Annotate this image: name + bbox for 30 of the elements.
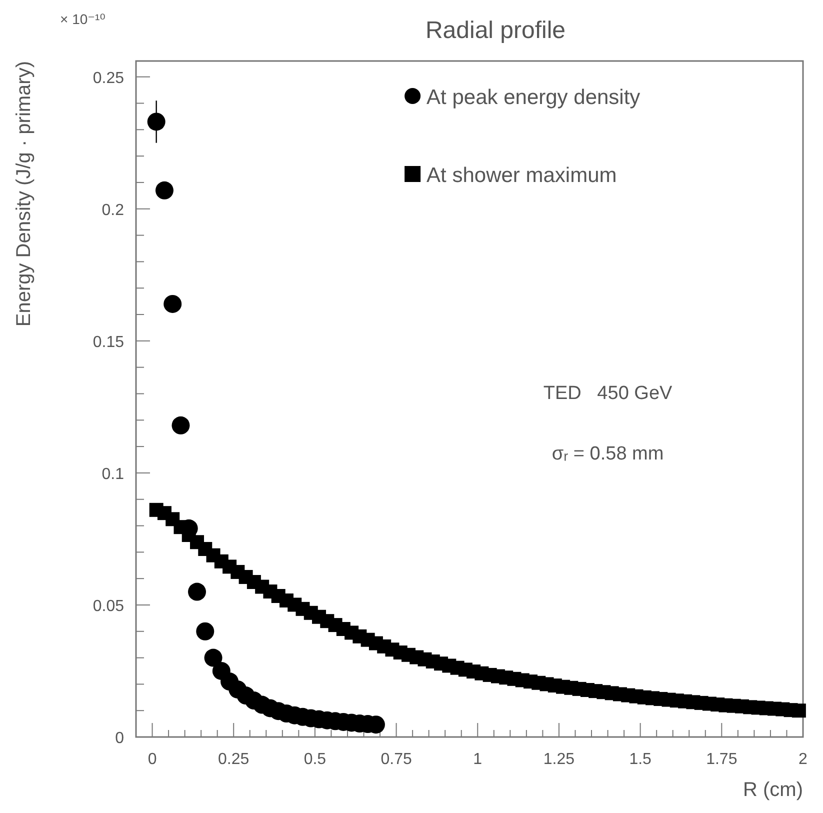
annotation: TED 450 GeV	[543, 383, 673, 404]
x-tick-label: 1.25	[543, 751, 575, 768]
x-tick-label: 1.5	[629, 751, 652, 768]
y-axis-title: Energy Density (J/g · primary)	[13, 61, 35, 327]
x-tick-label: 0.5	[304, 751, 326, 768]
x-tick-label: 1.75	[706, 751, 738, 768]
x-tick-label: 2	[798, 751, 808, 768]
y-tick-label: 0.1	[102, 466, 124, 483]
point	[196, 622, 214, 640]
point	[188, 582, 206, 601]
y-tick-label: 0.05	[92, 598, 124, 615]
point	[164, 294, 182, 313]
x-tick-label: 0.75	[380, 751, 412, 768]
y-tick-label: 0.15	[92, 334, 124, 351]
annotation: σᵣ = 0.58 mm	[552, 444, 664, 465]
legend-label: At shower maximum	[426, 164, 617, 187]
point	[155, 181, 174, 200]
point	[204, 648, 222, 667]
y-tick-label: 0.2	[102, 202, 124, 219]
point	[172, 416, 190, 434]
x-tick-label: 0	[148, 751, 157, 768]
x-tick-label: 0.25	[218, 751, 250, 768]
point	[147, 112, 166, 131]
chart-title: Radial profile	[425, 17, 566, 44]
y-tick-label: 0.25	[92, 70, 124, 87]
x-axis-title: R (cm)	[743, 779, 803, 801]
legend-label: At peak energy density	[426, 86, 641, 109]
x-tick-label: 1	[473, 751, 482, 768]
text: × 10⁻¹⁰	[60, 11, 106, 27]
y-tick-label: 0	[115, 730, 124, 747]
